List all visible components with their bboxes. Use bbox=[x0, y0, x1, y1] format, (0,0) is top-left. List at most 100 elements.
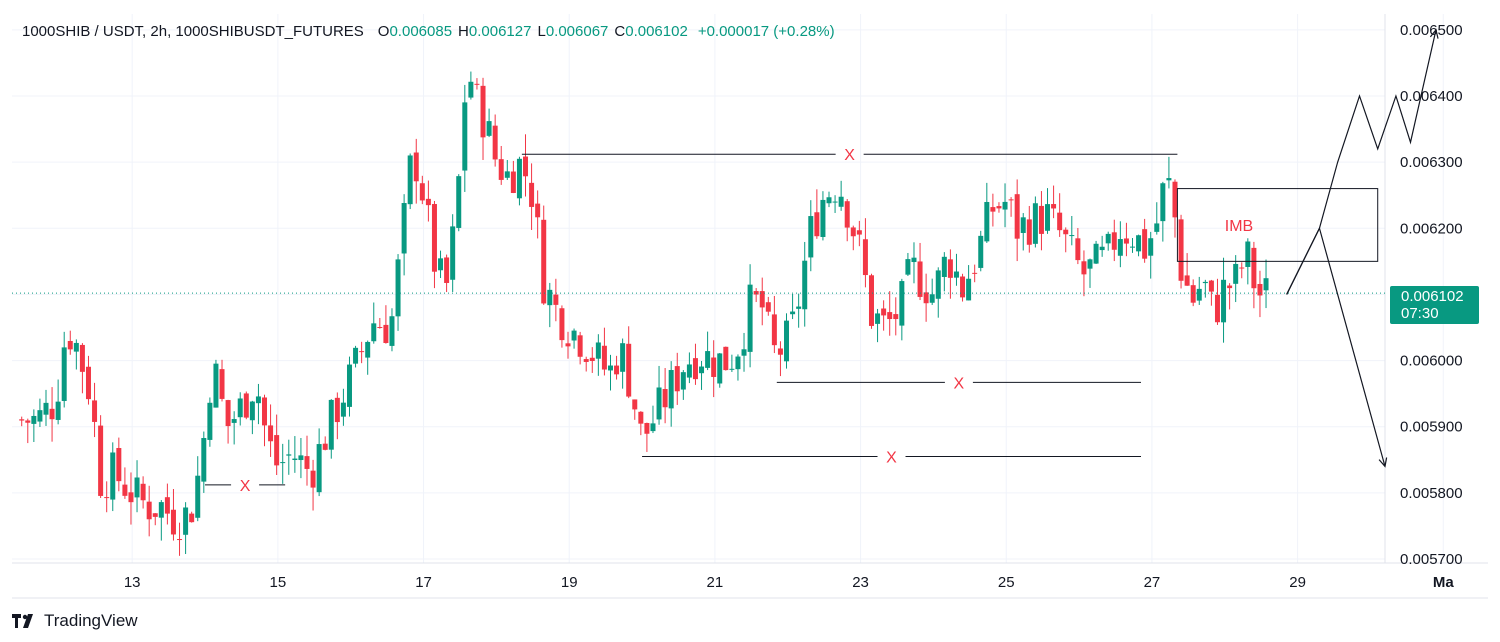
low-value: 0.006067 bbox=[545, 23, 609, 40]
candle-body-down bbox=[529, 182, 535, 207]
candle-body-up bbox=[37, 410, 43, 422]
candle-body-down bbox=[1014, 194, 1020, 239]
candle-body-down bbox=[1178, 219, 1184, 281]
candle-body-up bbox=[504, 171, 510, 178]
candle-body-down bbox=[1081, 261, 1087, 275]
candle-body-up bbox=[486, 121, 492, 136]
candle-body-up bbox=[1045, 204, 1051, 231]
candle-body-up bbox=[462, 102, 468, 171]
candle-body-up bbox=[656, 387, 662, 420]
candle-body-down bbox=[79, 344, 85, 372]
candle-body-up bbox=[395, 259, 401, 317]
close-label: C bbox=[614, 23, 626, 40]
bar-countdown: 07:30 bbox=[1401, 305, 1439, 322]
candle-body-up bbox=[195, 475, 201, 518]
candle-body-up bbox=[686, 364, 692, 378]
candle-body-up bbox=[741, 349, 747, 356]
candle-body-up bbox=[595, 342, 601, 359]
candle-body-down bbox=[480, 85, 486, 138]
candle-body-up bbox=[134, 477, 140, 498]
candle-body-down bbox=[431, 204, 437, 272]
candle-body-up bbox=[802, 260, 808, 310]
high-label: H bbox=[458, 23, 469, 40]
candle-body-down bbox=[359, 351, 365, 353]
candle-body-down bbox=[1190, 285, 1196, 303]
candle-body-down bbox=[1063, 229, 1069, 235]
candle-body-down bbox=[887, 312, 893, 320]
candle-body-up bbox=[978, 235, 984, 268]
candle-body-up bbox=[255, 396, 261, 404]
candle-body-down bbox=[444, 257, 450, 283]
candle-body-down bbox=[243, 393, 249, 418]
candle-body-down bbox=[844, 201, 850, 228]
candle-body-down bbox=[419, 183, 425, 201]
candle-body-down bbox=[674, 366, 680, 392]
candle-body-down bbox=[1172, 181, 1178, 218]
candle-body-up bbox=[401, 203, 407, 254]
brand-name: TradingView bbox=[44, 611, 138, 630]
candle-body-down bbox=[268, 425, 274, 442]
candle-body-up bbox=[1160, 183, 1166, 222]
candle-body-down bbox=[1208, 280, 1214, 292]
candle-body-up bbox=[905, 259, 911, 275]
candle-body-down bbox=[1251, 247, 1257, 289]
candle-body-up bbox=[328, 399, 334, 450]
y-tick-label: 0.006000 bbox=[1400, 353, 1463, 370]
candle-body-down bbox=[644, 422, 650, 434]
candle-body-up bbox=[340, 402, 346, 417]
candle-body-down bbox=[334, 397, 340, 423]
candle-body-up bbox=[935, 270, 941, 299]
candle-body-down bbox=[814, 212, 820, 237]
candle-body-up bbox=[316, 444, 322, 493]
candle-body-down bbox=[25, 420, 31, 423]
candle-body-up bbox=[213, 363, 219, 408]
candle-body-down bbox=[960, 276, 966, 298]
projection-up-path bbox=[1286, 29, 1437, 295]
candle-body-up bbox=[456, 176, 462, 228]
candle-body-down bbox=[189, 513, 195, 523]
tradingview-brand[interactable]: TradingView bbox=[12, 611, 138, 631]
candle-body-down bbox=[225, 400, 231, 427]
candle-body-up bbox=[729, 368, 735, 370]
candle-body-up bbox=[735, 356, 741, 370]
candle-body-up bbox=[1196, 288, 1202, 301]
candle-body-down bbox=[140, 483, 146, 501]
candle-body-down bbox=[85, 366, 91, 400]
candle-body-up bbox=[438, 258, 444, 271]
candle-body-up bbox=[1032, 203, 1038, 244]
level-x-label: X bbox=[240, 478, 251, 495]
y-tick-label: 0.005700 bbox=[1400, 551, 1463, 568]
x-tick-label: 17 bbox=[415, 574, 432, 591]
candle-body-down bbox=[274, 435, 280, 466]
candle-body-down bbox=[1026, 219, 1032, 245]
x-tick-label: 25 bbox=[998, 574, 1015, 591]
candle-body-down bbox=[322, 443, 328, 450]
candle-body-up bbox=[784, 320, 790, 362]
candle-body-down bbox=[152, 513, 158, 517]
candle-body-down bbox=[589, 357, 595, 361]
candle-body-up bbox=[1129, 246, 1135, 248]
candle-body-up bbox=[1136, 235, 1142, 252]
candle-body-up bbox=[1245, 241, 1251, 267]
candle-body-down bbox=[1227, 285, 1233, 289]
candle-body-down bbox=[164, 497, 170, 514]
candle-body-down bbox=[425, 198, 431, 206]
y-tick-label: 0.005900 bbox=[1400, 419, 1463, 436]
candle-body-up bbox=[911, 257, 917, 263]
x-tick-label: 23 bbox=[852, 574, 869, 591]
candle-body-up bbox=[607, 365, 613, 371]
candle-body-down bbox=[146, 501, 152, 520]
candle-body-up bbox=[1221, 279, 1227, 323]
candle-body-up bbox=[1263, 278, 1269, 291]
candle-body-down bbox=[638, 411, 644, 424]
projection-up-arrowhead bbox=[1429, 28, 1439, 39]
candle-body-down bbox=[67, 340, 73, 350]
candle-body-up bbox=[1148, 238, 1154, 256]
candle-body-down bbox=[262, 397, 268, 426]
x-tick-label: 19 bbox=[561, 574, 578, 591]
candle-body-up bbox=[668, 370, 674, 409]
candle-body-down bbox=[850, 227, 856, 237]
candle-body-down bbox=[498, 159, 504, 180]
candle-body-up bbox=[966, 278, 972, 301]
